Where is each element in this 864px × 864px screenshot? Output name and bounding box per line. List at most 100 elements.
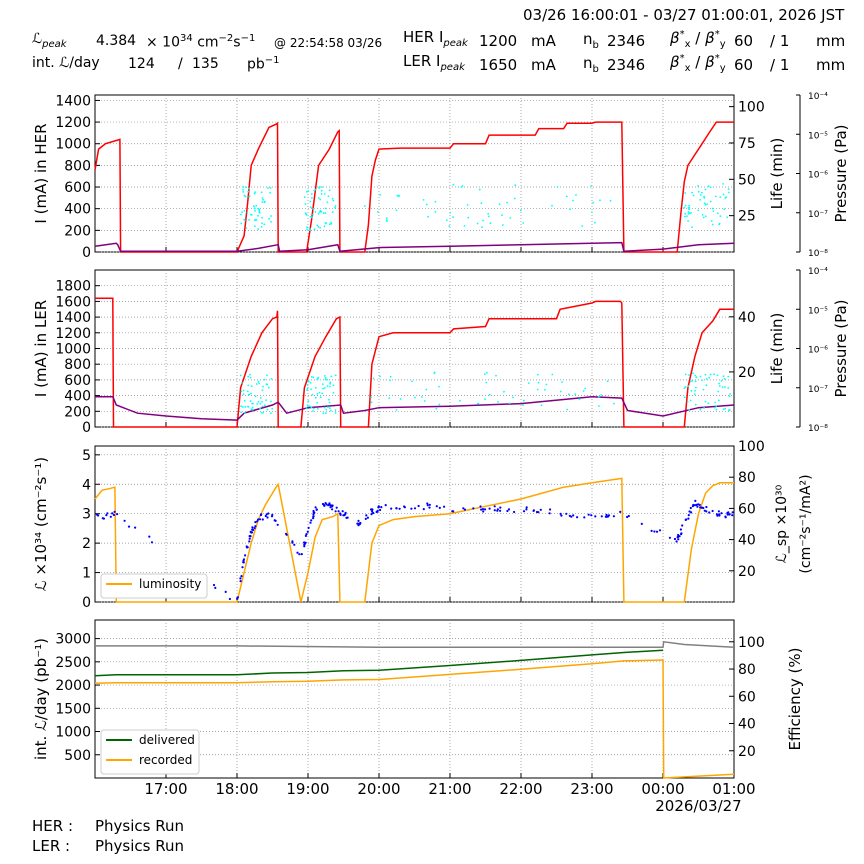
- data-point: [236, 596, 240, 599]
- data-point: [370, 513, 373, 516]
- data-point: [306, 190, 308, 193]
- data-point: [704, 373, 707, 376]
- data-point: [694, 374, 697, 377]
- data-point: [522, 510, 526, 513]
- data-point: [314, 211, 317, 213]
- data-point: [594, 515, 597, 518]
- data-point: [379, 508, 382, 512]
- data-point: [331, 211, 334, 214]
- data-point: [525, 508, 528, 511]
- data-point: [482, 510, 485, 513]
- y-tick-label: 800: [64, 357, 91, 373]
- data-point: [684, 518, 687, 522]
- x-date-label: 2026/03/27: [655, 797, 741, 815]
- data-point: [705, 378, 708, 380]
- data-point: [650, 529, 653, 533]
- data-point: [263, 378, 266, 381]
- data-point: [248, 195, 251, 198]
- data-point: [317, 376, 320, 379]
- ler-beta-y: / 1: [770, 56, 790, 74]
- data-point: [722, 408, 725, 411]
- plot-frame-2: [94, 445, 735, 603]
- data-point: [523, 399, 525, 402]
- data-point: [389, 375, 392, 378]
- data-point: [305, 407, 308, 410]
- data-point: [574, 393, 577, 396]
- data-point: [722, 183, 724, 185]
- data-point: [463, 508, 466, 511]
- x-tick-label: 18:00: [215, 780, 258, 798]
- y-tick-label: 0: [82, 595, 91, 611]
- y-tick-label: 2000: [55, 678, 91, 694]
- data-point: [607, 514, 611, 517]
- data-point: [370, 396, 372, 399]
- data-point: [582, 390, 585, 392]
- data-point: [592, 201, 595, 204]
- data-point: [314, 386, 317, 389]
- data-point: [421, 396, 423, 398]
- data-point: [501, 214, 503, 217]
- data-point: [309, 381, 312, 384]
- data-point: [481, 226, 483, 229]
- y-tick-label: 600: [64, 373, 91, 389]
- ler-peak-label: LER Ipeak: [403, 52, 465, 73]
- y-tick-label: 600: [64, 180, 91, 196]
- data-point: [598, 405, 600, 407]
- ler-beta-label: β*x / β*y: [670, 53, 726, 74]
- data-point: [247, 405, 250, 408]
- data-point: [403, 506, 406, 509]
- data-point: [717, 399, 720, 402]
- data-point: [536, 388, 539, 391]
- data-point: [684, 386, 687, 388]
- data-point: [703, 202, 706, 205]
- data-point: [323, 504, 326, 507]
- data-point: [560, 514, 563, 517]
- data-point: [260, 226, 263, 228]
- data-point: [715, 408, 718, 411]
- data-point: [509, 217, 512, 219]
- plot-frame-3: [94, 619, 735, 779]
- data-point: [673, 537, 677, 541]
- data-point: [307, 380, 310, 383]
- data-point: [449, 211, 451, 214]
- series-line-lifetime: [95, 395, 735, 421]
- y2-axis-label-units: (cm⁻²s⁻¹/mA²): [798, 474, 814, 573]
- data-point: [270, 377, 273, 380]
- data-point: [438, 385, 440, 388]
- data-point: [310, 375, 313, 378]
- data-point: [357, 519, 360, 523]
- data-point: [726, 216, 729, 219]
- data-point: [466, 204, 469, 206]
- data-point: [687, 206, 690, 209]
- data-point: [590, 514, 593, 517]
- data-point: [261, 405, 264, 408]
- data-point: [708, 377, 710, 379]
- data-point: [575, 194, 577, 196]
- data-point: [320, 193, 323, 195]
- legend-label: luminosity: [139, 577, 201, 591]
- data-point: [267, 187, 269, 189]
- data-point: [701, 191, 703, 194]
- data-point: [303, 541, 306, 544]
- data-point: [307, 526, 310, 530]
- data-point: [329, 409, 332, 412]
- data-point: [249, 535, 252, 538]
- data-point: [694, 389, 696, 392]
- data-point: [366, 516, 369, 519]
- legend-label: delivered: [139, 733, 195, 747]
- y-axis-label: ℒ ×10³⁴ (cm⁻²s⁻¹): [32, 457, 50, 591]
- data-point: [699, 194, 702, 196]
- data-point: [551, 373, 554, 376]
- data-point: [247, 190, 250, 193]
- data-point: [113, 510, 116, 513]
- y-tick-label: 1400: [55, 310, 91, 326]
- data-point: [328, 401, 331, 404]
- lpeak-multiplier: × 1034 cm−2s−1: [146, 33, 256, 51]
- y2-tick-label: 100: [738, 635, 765, 651]
- data-point: [423, 400, 426, 402]
- data-point: [702, 506, 705, 510]
- data-point: [327, 406, 329, 408]
- data-point: [323, 375, 326, 377]
- her-current-unit: mA: [531, 32, 556, 50]
- y2-axis-label: Life (min): [768, 138, 786, 210]
